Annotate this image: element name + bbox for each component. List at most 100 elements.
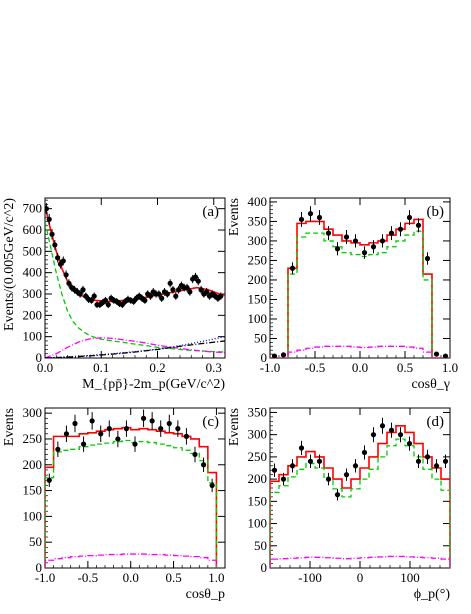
y-tick-label: 0 xyxy=(36,560,43,575)
x-tick-label: 0.5 xyxy=(397,360,413,375)
data-point xyxy=(200,462,207,468)
data-point xyxy=(159,295,165,301)
y-tick-label: 200 xyxy=(23,457,43,472)
x-tick-label: 0.2 xyxy=(149,360,165,375)
data-point xyxy=(170,287,176,293)
panel-d: 0 50 100 150 200 250 300 350 -100 0 100 (d) ϕ_p(°) Ev… xyxy=(227,404,451,602)
series-line-0 xyxy=(270,218,450,358)
x-tick-label: 0.0 xyxy=(352,360,368,375)
data-point xyxy=(415,458,422,464)
data-point xyxy=(442,353,449,358)
y-tick-label: 50 xyxy=(254,538,267,553)
x-tick-label: 0.1 xyxy=(93,360,109,375)
data-point xyxy=(406,440,413,447)
plot-area xyxy=(45,409,218,568)
y-tick-label: 300 xyxy=(248,233,268,248)
y-axis-title: Events xyxy=(2,408,17,446)
data-point xyxy=(115,436,121,442)
data-point xyxy=(334,246,341,252)
y-tick-label: 400 xyxy=(248,194,268,209)
y-tick-label: 300 xyxy=(248,427,268,442)
y-axis-title: Events/(0.005GeV/c^2) xyxy=(2,198,17,331)
data-point xyxy=(63,431,70,437)
data-point xyxy=(280,476,287,482)
x-tick-label: -0.5 xyxy=(305,360,326,375)
x-axis-title: M_{pp̄}-2m_p(GeV/c^2) xyxy=(82,377,225,392)
x-tick-label: 1.0 xyxy=(442,360,458,375)
y-axis-title: Events xyxy=(227,198,242,236)
data-point xyxy=(49,231,55,237)
data-point xyxy=(105,302,111,308)
data-point xyxy=(66,280,72,286)
y-tick-label: 500 xyxy=(23,243,43,258)
y-tick-label: 150 xyxy=(248,291,268,306)
data-point xyxy=(183,433,190,439)
data-point xyxy=(45,206,50,212)
y-tick-label: 0 xyxy=(261,350,268,365)
data-point xyxy=(379,423,386,429)
data-point xyxy=(307,211,314,217)
panel-label: (b) xyxy=(427,204,445,220)
data-point xyxy=(397,226,404,232)
data-point xyxy=(140,415,147,421)
y-tick-label: 600 xyxy=(23,222,43,237)
data-point xyxy=(209,482,215,489)
panel-label: (c) xyxy=(202,414,219,430)
plot-area xyxy=(270,417,450,568)
data-point xyxy=(307,458,314,464)
y-axis-title: Events xyxy=(227,408,242,446)
data-point xyxy=(187,289,193,295)
data-point xyxy=(415,222,422,228)
plot-frame xyxy=(44,407,226,569)
data-point xyxy=(80,441,87,447)
x-axis-title: cosθ_γ xyxy=(411,377,450,392)
series-line-2 xyxy=(270,345,450,358)
x-tick-label: -0.5 xyxy=(78,570,99,585)
data-point xyxy=(379,238,386,244)
x-tick-label: -1.0 xyxy=(35,570,56,585)
panel-c: 0 50 100 150 200 250 300 -1.0 -0.5 0.0 0.5 1.0 (c) co… xyxy=(2,405,226,602)
series-line-2 xyxy=(45,337,225,358)
data-point xyxy=(91,293,97,299)
x-tick-label: -1.0 xyxy=(260,360,281,375)
data-point xyxy=(192,274,199,280)
data-point xyxy=(442,458,449,464)
data-point xyxy=(316,458,323,464)
y-tick-label: 100 xyxy=(23,329,43,344)
data-point xyxy=(60,258,66,264)
y-tick-label: 400 xyxy=(23,265,43,280)
data-point xyxy=(192,451,198,458)
data-point xyxy=(343,472,350,478)
data-point xyxy=(156,291,162,297)
data-point xyxy=(289,463,296,469)
plot-area xyxy=(270,206,450,358)
data-point xyxy=(397,432,404,438)
data-point xyxy=(218,293,224,299)
data-point xyxy=(102,297,109,303)
y-tick-label: 50 xyxy=(254,330,267,345)
y-tick-label: 0 xyxy=(261,560,268,575)
y-tick-label: 0 xyxy=(36,350,43,365)
data-point xyxy=(46,216,52,222)
y-tick-label: 150 xyxy=(248,493,268,508)
data-point xyxy=(289,265,296,271)
data-point xyxy=(343,234,350,240)
data-point xyxy=(142,297,148,303)
panel-b: 0 50 100 150 200 250 300 350 400 -1.0 -0.5 0.0 0.5 1.… xyxy=(227,194,458,392)
y-tick-label: 200 xyxy=(248,272,268,287)
data-point xyxy=(316,214,323,221)
data-point xyxy=(433,351,440,357)
y-tick-label: 700 xyxy=(23,201,43,216)
y-tick-label: 300 xyxy=(23,405,43,420)
y-tick-label: 200 xyxy=(248,471,268,486)
data-point xyxy=(325,230,332,236)
data-point xyxy=(352,238,359,244)
x-axis-title: cosθ_p xyxy=(186,587,225,602)
y-tick-label: 200 xyxy=(23,307,43,322)
x-tick-label: 0 xyxy=(357,570,364,585)
data-point xyxy=(298,216,305,223)
y-tick-label: 50 xyxy=(29,534,42,549)
data-point xyxy=(173,293,179,299)
